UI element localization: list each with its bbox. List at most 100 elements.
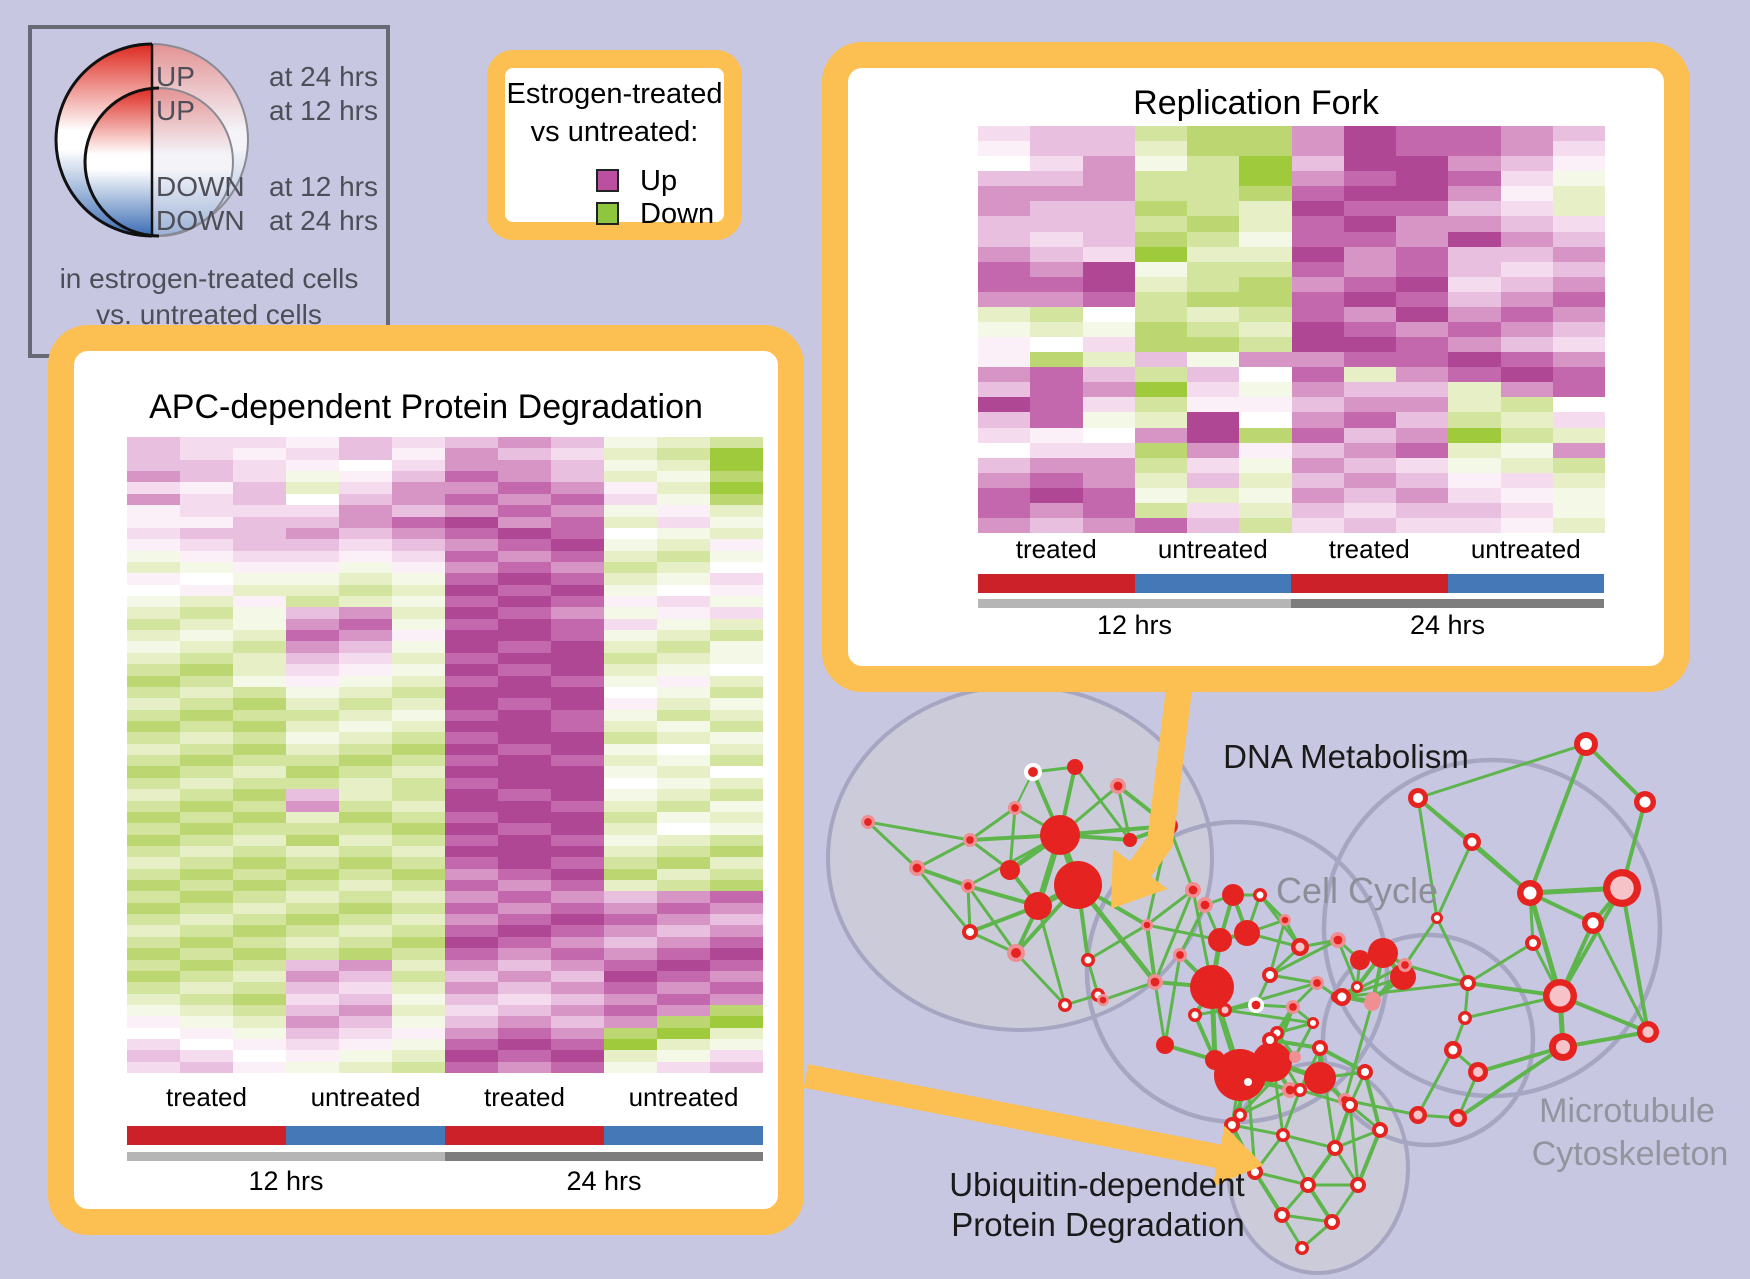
heatmap-cell [1291,186,1344,202]
heatmap-cell [339,539,392,551]
heatmap-cell [1187,427,1240,443]
heatmap-cell [180,755,233,767]
heatmap-cell [392,1016,445,1028]
network-node-core [1556,1040,1570,1054]
heatmap-cell [233,437,286,449]
heatmap-cell [1187,322,1240,338]
heatmap-cell [1030,412,1083,428]
network-node-core [1461,1014,1469,1022]
heatmap-cell [233,596,286,608]
heatmap-cell [127,505,180,517]
heatmap-cell [710,664,763,676]
heatmap-cell [233,891,286,903]
heatmap-cell [127,845,180,858]
network-edge [1333,1128,1382,1150]
network-node-core [1251,1168,1259,1176]
heatmap-cell [127,914,180,926]
heatmap-cell [498,823,551,835]
heatmap-cell [180,527,233,540]
heatmap-cell [286,880,339,892]
heatmap-cell [1291,457,1344,473]
heatmap-cell [604,959,657,971]
heatmap-cell [233,720,286,733]
heatmap-cell [233,573,286,585]
heatmap-cell [339,1004,392,1017]
heatmap-cell [551,755,604,767]
heatmap-row [978,367,1605,383]
scale-time-down-24: at 24 hrs [269,205,378,236]
heatmap-cell [233,1039,286,1051]
heatmap-cell [1030,246,1083,262]
heatmap-cell [1500,261,1553,277]
legend-up-label: Up [640,165,678,197]
heatmap-row [127,459,763,472]
heatmap-cell [127,630,180,642]
heatmap-cell [1343,367,1396,383]
network-node-core [1281,916,1289,924]
heatmap-row [127,493,763,506]
heatmap-cell [180,1050,233,1062]
heatmap-cell [1187,246,1240,262]
heatmap-cell [604,584,657,597]
heatmap-cell [339,800,392,812]
heatmap-cell [657,834,710,846]
heatmap-cell [339,823,392,835]
heatmap-cell [233,857,286,869]
heatmap-cell [233,936,286,949]
heatmap-cell [392,925,445,937]
heatmap-cell [1343,246,1396,262]
heatmap-cell [339,1039,392,1051]
heatmap-cell [339,675,392,687]
heatmap-cell [710,561,763,574]
heatmap-cell [1448,382,1501,398]
network-node [1067,759,1083,775]
heatmap-cell [604,914,657,926]
heatmap-cell [1448,156,1501,172]
heatmap-cell [710,982,763,994]
network-node-core [1285,1085,1295,1095]
network-node [1222,884,1244,906]
heatmap-cell [127,561,180,574]
heatmap-cell [1343,337,1396,353]
heatmap-cell [551,482,604,494]
network-edge [1036,904,1067,1007]
heatmap-cell [392,743,445,756]
network-node [1304,1062,1336,1094]
heatmap-cell [339,596,392,608]
heatmap-cell [604,845,657,858]
heatmap-row [127,902,763,915]
network-node-core [1176,951,1184,959]
heatmap-cell [1448,502,1501,519]
heatmap-row [127,823,763,835]
heatmap-cell [978,322,1031,338]
heatmap-cell [233,993,286,1005]
network-node-core [1316,1044,1324,1052]
heatmap-cell [551,1039,604,1051]
heatmap-cell [180,459,233,472]
condition-label-untreated: untreated [1470,534,1581,564]
heatmap-cell [657,539,710,551]
network-edge [1281,1133,1337,1150]
heatmap-cell [710,732,763,744]
heatmap-cell [1187,201,1240,217]
heatmap-cell [1500,352,1553,368]
network-edge [1584,742,1647,804]
heatmap-cell [180,777,233,790]
heatmap-cell [604,641,657,653]
heatmap-row [127,664,763,676]
network-node [1024,892,1052,920]
heatmap-cell [1134,472,1187,488]
heatmap-row [978,186,1605,202]
heatmap-cell [180,1016,233,1028]
updown-legend-box: Estrogen-treated vs untreated: Up Down [487,50,742,240]
heatmap-cell [392,505,445,517]
heatmap-cell [604,743,657,756]
heatmap-cell [978,231,1031,247]
callout-arrow [1111,648,1197,909]
heatmap-cell [127,880,180,892]
network-edge [1101,980,1157,1002]
heatmap-cell [657,755,710,767]
heatmap-cell [445,891,498,903]
heatmap-cell [1187,231,1240,247]
network-node-core [1011,804,1019,812]
